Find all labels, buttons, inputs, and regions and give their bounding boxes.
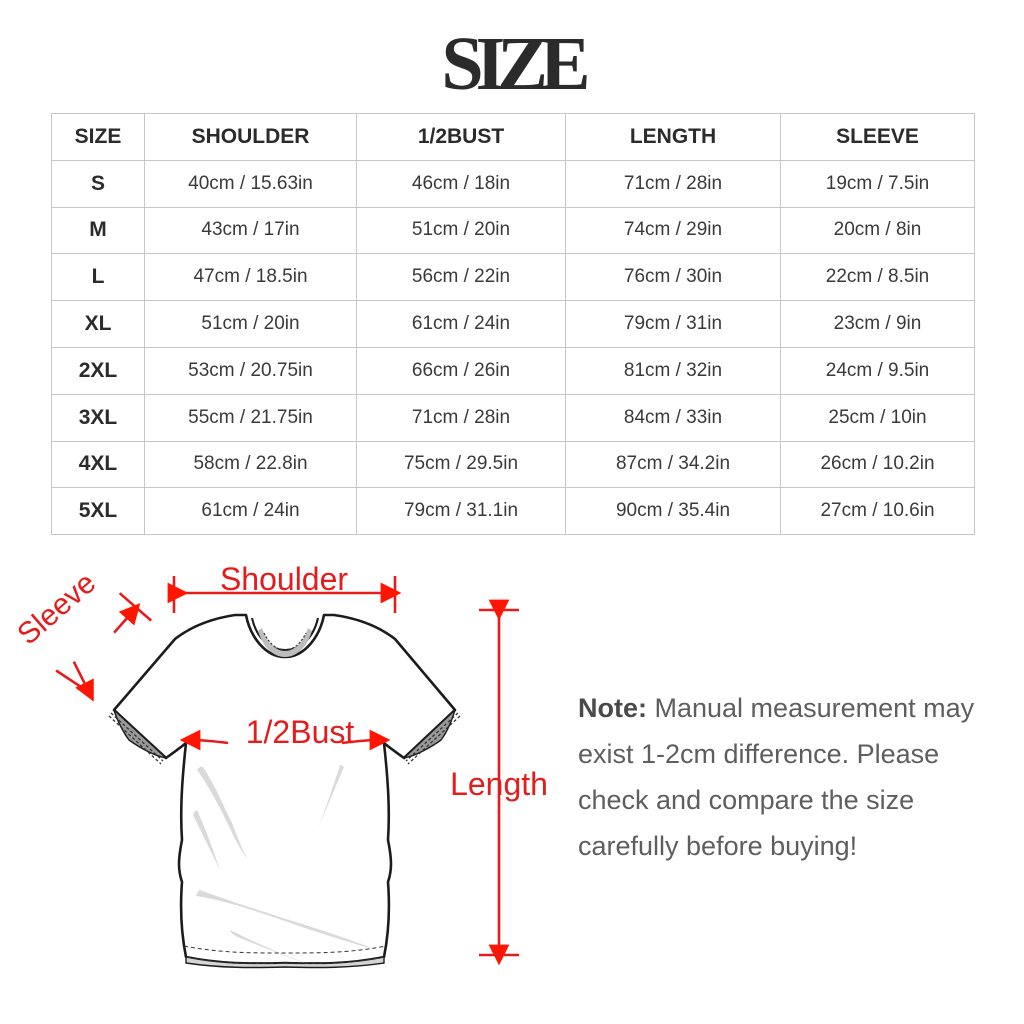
- svg-text:1/2Bust: 1/2Bust: [246, 714, 355, 750]
- svg-text:Length: Length: [450, 766, 548, 802]
- svg-text:Sleeve: Sleeve: [11, 566, 102, 651]
- svg-text:Shoulder: Shoulder: [220, 561, 348, 597]
